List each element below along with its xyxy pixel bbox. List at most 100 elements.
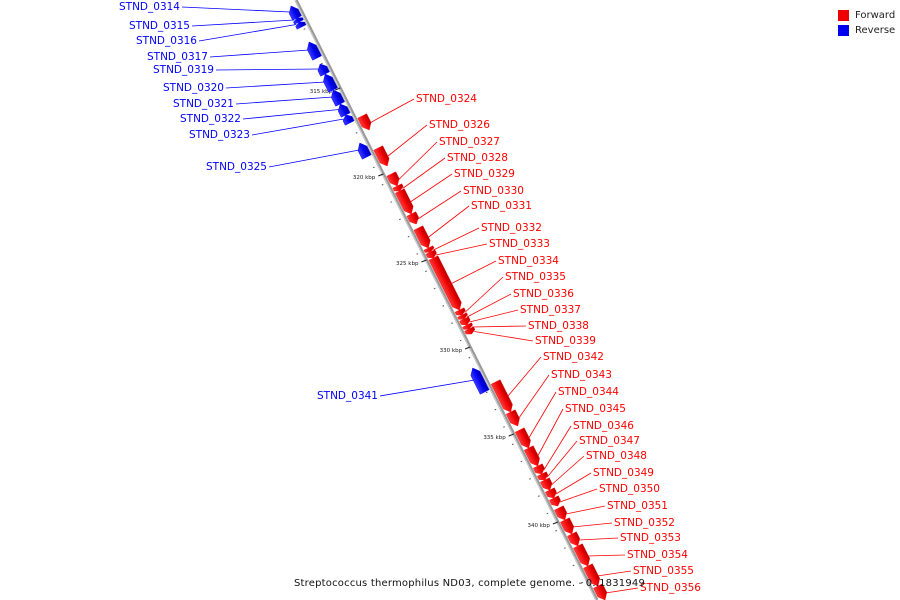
gene-arrow[interactable] <box>295 20 307 30</box>
gene-label[interactable]: STND_0343 <box>551 369 612 381</box>
gene-arrow[interactable] <box>462 322 474 331</box>
gene-STND_0316[interactable] <box>295 20 307 30</box>
gene-arrow[interactable] <box>514 427 533 450</box>
gene-label[interactable]: STND_0328 <box>447 152 508 164</box>
gene-arrow[interactable] <box>540 477 554 492</box>
gene-STND_0350[interactable] <box>549 495 562 508</box>
gene-arrow[interactable] <box>545 487 558 500</box>
gene-arrow[interactable] <box>464 326 476 336</box>
gene-STND_0325[interactable] <box>355 141 372 160</box>
gene-label[interactable]: STND_0355 <box>633 565 694 577</box>
gene-label[interactable]: STND_0330 <box>463 185 524 197</box>
gene-label[interactable]: STND_0322 <box>180 113 241 125</box>
gene-STND_0343[interactable] <box>505 409 522 428</box>
gene-STND_0348[interactable] <box>540 477 554 492</box>
gene-arrow[interactable] <box>567 531 582 548</box>
gene-label[interactable]: STND_0319 <box>153 64 214 76</box>
gene-STND_0328[interactable] <box>392 183 404 193</box>
gene-label[interactable]: STND_0325 <box>206 161 267 173</box>
gene-STND_0341[interactable] <box>468 366 490 395</box>
gene-label[interactable]: STND_0339 <box>535 335 596 347</box>
gene-arrow[interactable] <box>413 225 433 250</box>
gene-STND_0346[interactable] <box>533 463 546 476</box>
gene-arrow[interactable] <box>428 255 464 312</box>
gene-arrow[interactable] <box>573 543 592 568</box>
gene-label[interactable]: STND_0321 <box>173 98 234 110</box>
gene-STND_0323[interactable] <box>341 113 355 126</box>
gene-arrow[interactable] <box>386 171 402 188</box>
gene-arrow[interactable] <box>357 113 374 132</box>
gene-STND_0351[interactable] <box>554 505 569 522</box>
gene-label[interactable]: STND_0336 <box>513 288 574 300</box>
gene-STND_0347[interactable] <box>537 471 549 482</box>
gene-STND_0332[interactable] <box>423 245 435 254</box>
gene-label[interactable]: STND_0326 <box>429 119 490 131</box>
gene-label[interactable]: STND_0332 <box>481 222 542 234</box>
gene-label[interactable]: STND_0354 <box>627 549 688 561</box>
gene-arrow[interactable] <box>392 183 404 193</box>
gene-label[interactable]: STND_0351 <box>607 500 668 512</box>
gene-label[interactable]: STND_0331 <box>471 200 532 212</box>
gene-STND_0352[interactable] <box>560 517 576 536</box>
gene-label[interactable]: STND_0344 <box>558 386 619 398</box>
gene-STND_0353[interactable] <box>567 531 582 548</box>
gene-arrow[interactable] <box>305 40 322 61</box>
gene-arrow[interactable] <box>373 145 392 168</box>
gene-label[interactable]: STND_0315 <box>129 20 190 32</box>
gene-label[interactable]: STND_0346 <box>573 420 634 432</box>
gene-label[interactable]: STND_0349 <box>593 467 654 479</box>
gene-STND_0327[interactable] <box>386 171 402 188</box>
gene-arrow[interactable] <box>341 113 355 126</box>
gene-STND_0337[interactable] <box>459 316 472 327</box>
gene-label[interactable]: STND_0353 <box>620 532 681 544</box>
gene-label[interactable]: STND_0335 <box>505 271 566 283</box>
gene-label[interactable]: STND_0347 <box>579 435 640 447</box>
gene-STND_0326[interactable] <box>373 145 392 168</box>
gene-label[interactable]: STND_0333 <box>489 238 550 250</box>
gene-label[interactable]: STND_0352 <box>614 517 675 529</box>
gene-label[interactable]: STND_0317 <box>147 51 208 63</box>
gene-label[interactable]: STND_0327 <box>439 136 500 148</box>
gene-arrow[interactable] <box>355 141 372 160</box>
gene-arrow[interactable] <box>457 312 469 321</box>
gene-STND_0330[interactable] <box>406 211 421 226</box>
gene-label[interactable]: STND_0338 <box>528 320 589 332</box>
gene-STND_0334[interactable] <box>428 255 464 312</box>
gene-STND_0356[interactable] <box>593 583 610 600</box>
gene-label[interactable]: STND_0337 <box>520 304 581 316</box>
gene-STND_0342[interactable] <box>490 379 515 414</box>
gene-STND_0317[interactable] <box>305 40 322 61</box>
gene-STND_0333[interactable] <box>425 249 438 260</box>
gene-label[interactable]: STND_0356 <box>640 582 701 594</box>
gene-arrow[interactable] <box>395 188 415 216</box>
gene-arrow[interactable] <box>554 505 569 522</box>
gene-arrow[interactable] <box>560 517 576 536</box>
gene-arrow[interactable] <box>549 495 562 508</box>
gene-arrow[interactable] <box>406 211 421 226</box>
gene-label[interactable]: STND_0314 <box>119 1 180 13</box>
gene-arrow[interactable] <box>459 316 472 327</box>
gene-arrow[interactable] <box>490 379 515 414</box>
gene-label[interactable]: STND_0329 <box>454 168 515 180</box>
gene-label[interactable]: STND_0342 <box>543 351 604 363</box>
gene-label[interactable]: STND_0320 <box>163 82 224 94</box>
gene-arrow[interactable] <box>533 463 546 476</box>
gene-arrow[interactable] <box>454 307 466 317</box>
gene-STND_0331[interactable] <box>413 225 433 250</box>
gene-arrow[interactable] <box>537 471 549 482</box>
gene-arrow[interactable] <box>425 249 438 260</box>
gene-label[interactable]: STND_0345 <box>565 403 626 415</box>
gene-STND_0355[interactable] <box>583 563 602 588</box>
gene-arrow[interactable] <box>505 409 522 428</box>
gene-label[interactable]: STND_0348 <box>586 450 647 462</box>
gene-STND_0338[interactable] <box>462 322 474 331</box>
gene-STND_0349[interactable] <box>545 487 558 500</box>
gene-arrow[interactable] <box>423 245 435 254</box>
gene-label[interactable]: STND_0334 <box>498 255 559 267</box>
gene-STND_0344[interactable] <box>514 427 533 450</box>
gene-label[interactable]: STND_0323 <box>189 129 250 141</box>
gene-STND_0329[interactable] <box>395 188 415 216</box>
gene-STND_0324[interactable] <box>357 113 374 132</box>
gene-STND_0339[interactable] <box>464 326 476 336</box>
gene-label[interactable]: STND_0324 <box>416 93 477 105</box>
